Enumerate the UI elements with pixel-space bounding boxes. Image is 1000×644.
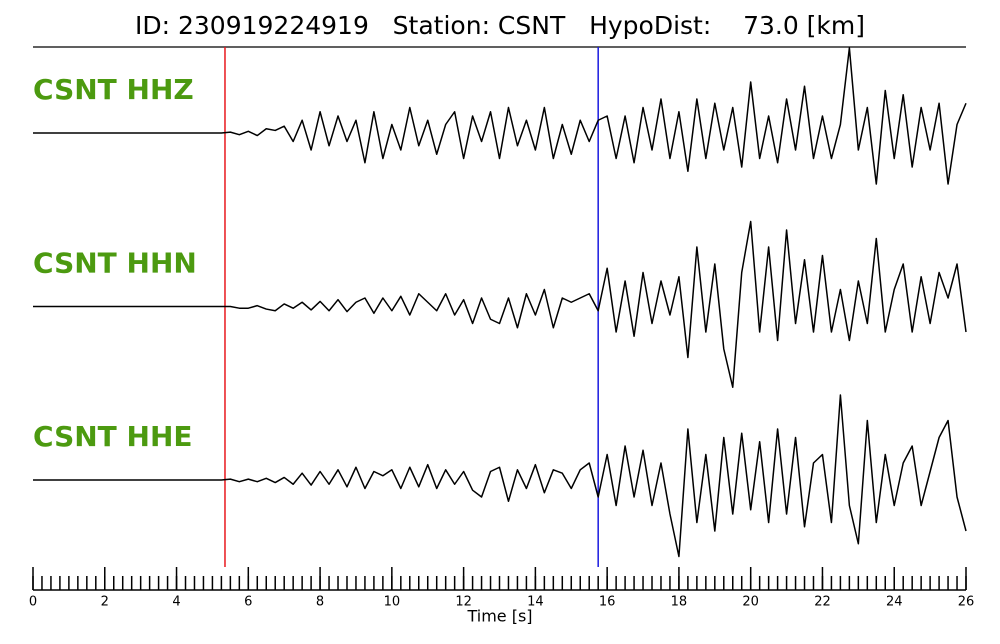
waveform — [33, 220, 967, 388]
chart-title: ID: 230919224919 Station: CSNT HypoDist:… — [135, 11, 865, 40]
x-tick-label: 20 — [742, 595, 759, 610]
trace-label: CSNT HHE — [33, 420, 193, 453]
x-tick-label: 6 — [244, 595, 252, 610]
x-tick-label: 26 — [958, 595, 975, 610]
x-tick-label: 18 — [671, 595, 688, 610]
x-tick-label: 4 — [172, 595, 180, 610]
x-tick-label: 12 — [455, 595, 472, 610]
x-tick-label: 22 — [814, 595, 831, 610]
waveform — [33, 394, 967, 558]
x-tick-label: 8 — [316, 595, 324, 610]
x-axis-label: Time [s] — [466, 607, 532, 626]
x-tick-label: 10 — [384, 595, 401, 610]
trace-label: CSNT HHZ — [33, 73, 194, 106]
x-tick-label: 14 — [527, 595, 544, 610]
x-tick-label: 2 — [101, 595, 109, 610]
waveform — [33, 47, 967, 185]
x-tick-label: 16 — [599, 595, 616, 610]
x-tick-label: 24 — [886, 595, 903, 610]
x-tick-label: 0 — [29, 595, 37, 610]
trace-label: CSNT HHN — [33, 247, 197, 280]
